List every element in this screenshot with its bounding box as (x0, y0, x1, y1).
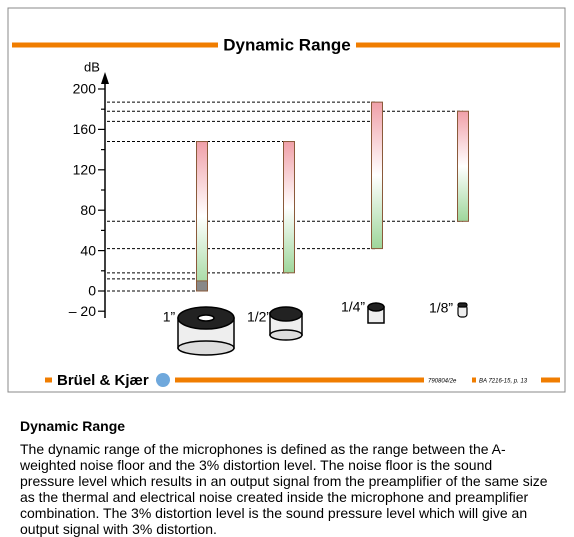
range-bar (457, 110, 469, 222)
section-heading: Dynamic Range (20, 418, 126, 434)
x-tick-label: 1/4” (341, 299, 365, 315)
brand: Brüel & Kjær (57, 372, 149, 389)
x-tick-label: 1” (163, 309, 176, 325)
y-tick-label: 80 (80, 202, 96, 218)
y-tick-label: 200 (73, 81, 97, 97)
range-bar (196, 141, 208, 292)
y-tick-label: 0 (88, 283, 96, 299)
y-tick-label: – 20 (69, 303, 96, 319)
slide: Dynamic Range dB Brüel & Kjær 790804/2e … (7, 7, 566, 393)
mic-eighth (457, 302, 468, 318)
footer-code: 790804/2e (428, 379, 457, 385)
x-tick-label: 1/2” (247, 309, 271, 325)
gray-segment (196, 280, 208, 292)
footer-reference: BA 7216-15, p. 13 (479, 379, 528, 385)
y-tick-label: 120 (73, 162, 97, 178)
chart-title: Dynamic Range (223, 35, 351, 54)
description: Dynamic Range The dynamic range of the m… (20, 418, 550, 537)
logo (156, 373, 170, 387)
y-axis-label: dB (84, 59, 100, 74)
x-tick-label: 1/8” (429, 300, 453, 316)
axis-arrow (101, 72, 109, 84)
y-tick-label: 160 (73, 121, 97, 137)
section-paragraph: The dynamic range of the microphones is … (20, 441, 548, 537)
range-bar (283, 141, 295, 274)
range-bar (371, 101, 383, 250)
mic-quarter (367, 302, 385, 324)
mic-1in (177, 306, 235, 356)
mic-half (269, 306, 303, 341)
y-tick-label: 40 (80, 242, 96, 258)
